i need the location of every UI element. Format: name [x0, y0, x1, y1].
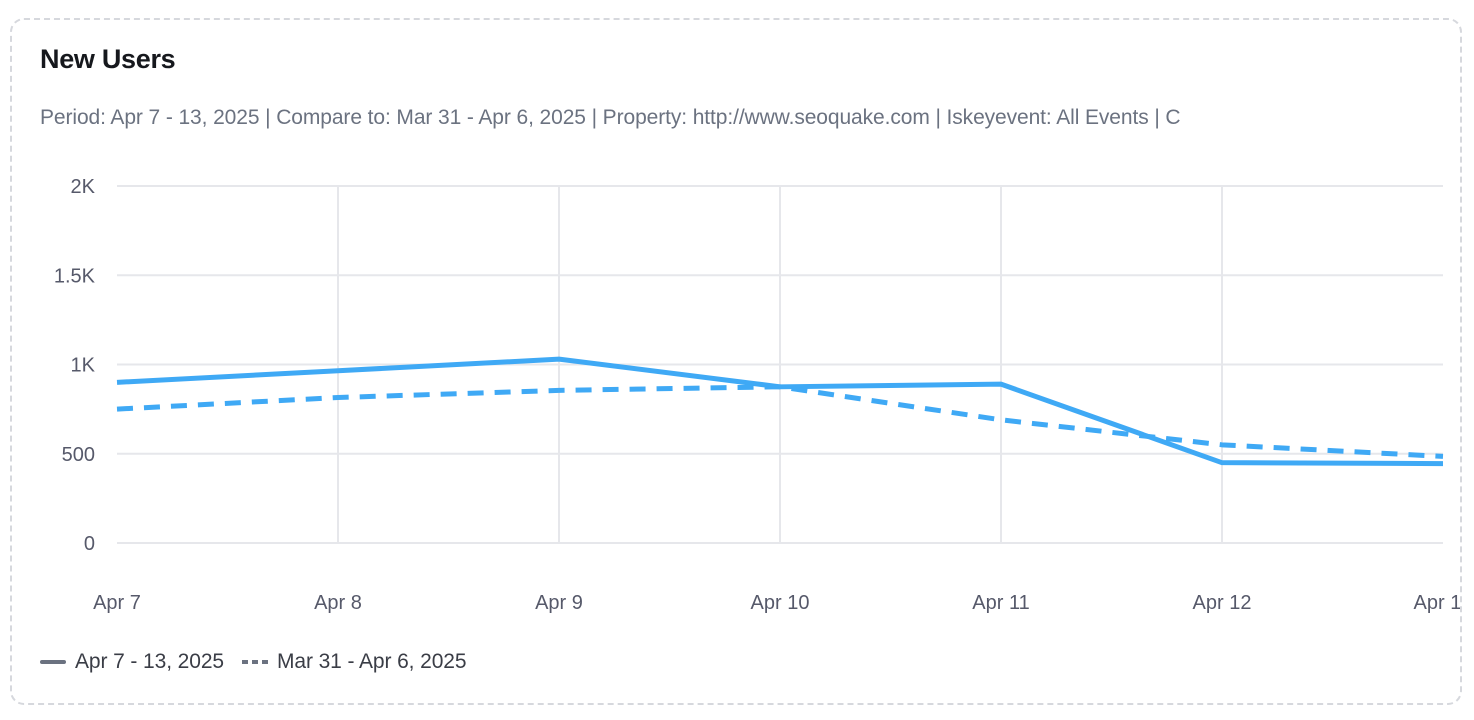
legend-item-label: Apr 7 - 13, 2025: [75, 650, 224, 673]
chart-legend: Apr 7 - 13, 2025 Mar 31 - Apr 6, 2025: [40, 650, 467, 674]
x-axis-tick-label: Apr 9: [535, 592, 583, 614]
x-axis-tick-label: Apr 13: [1414, 592, 1462, 614]
legend-item-comparison[interactable]: Mar 31 - Apr 6, 2025: [242, 650, 467, 674]
chart-subtitle: Period: Apr 7 - 13, 2025 | Compare to: M…: [40, 106, 1181, 129]
chart-card: New Users Period: Apr 7 - 13, 2025 | Com…: [10, 18, 1462, 705]
series-line-comparison[interactable]: [116, 384, 1444, 459]
y-axis-tick-label: 1.5K: [54, 265, 96, 287]
x-axis-tick-label: Apr 12: [1193, 592, 1252, 614]
y-axis-tick-label: 2K: [71, 176, 96, 198]
x-axis-tick-label: Apr 8: [314, 592, 362, 614]
y-axis-tick-label: 500: [62, 444, 95, 466]
line-chart-svg: 0 500 1K 1.5K 2K Apr 7 Apr 8 Apr 9 Apr 10 Apr 11 A…: [54, 176, 1462, 614]
solid-line-swatch-icon: [40, 660, 66, 664]
x-axis-tick-label: Apr 10: [751, 592, 810, 614]
y-axis-tick-label: 1K: [71, 355, 96, 377]
page-title: New Users: [40, 44, 176, 74]
legend-item-current[interactable]: Apr 7 - 13, 2025: [40, 650, 224, 674]
x-axis-tick-label: Apr 11: [972, 592, 1029, 614]
x-axis-tick-label: Apr 7: [93, 592, 141, 614]
dashed-line-swatch-icon: [242, 660, 268, 664]
chart-plot-area: 0 500 1K 1.5K 2K Apr 7 Apr 8 Apr 9 Apr 10 Apr 11 A…: [12, 20, 1462, 703]
legend-item-label: Mar 31 - Apr 6, 2025: [277, 650, 467, 673]
y-axis-tick-label: 0: [84, 533, 95, 555]
